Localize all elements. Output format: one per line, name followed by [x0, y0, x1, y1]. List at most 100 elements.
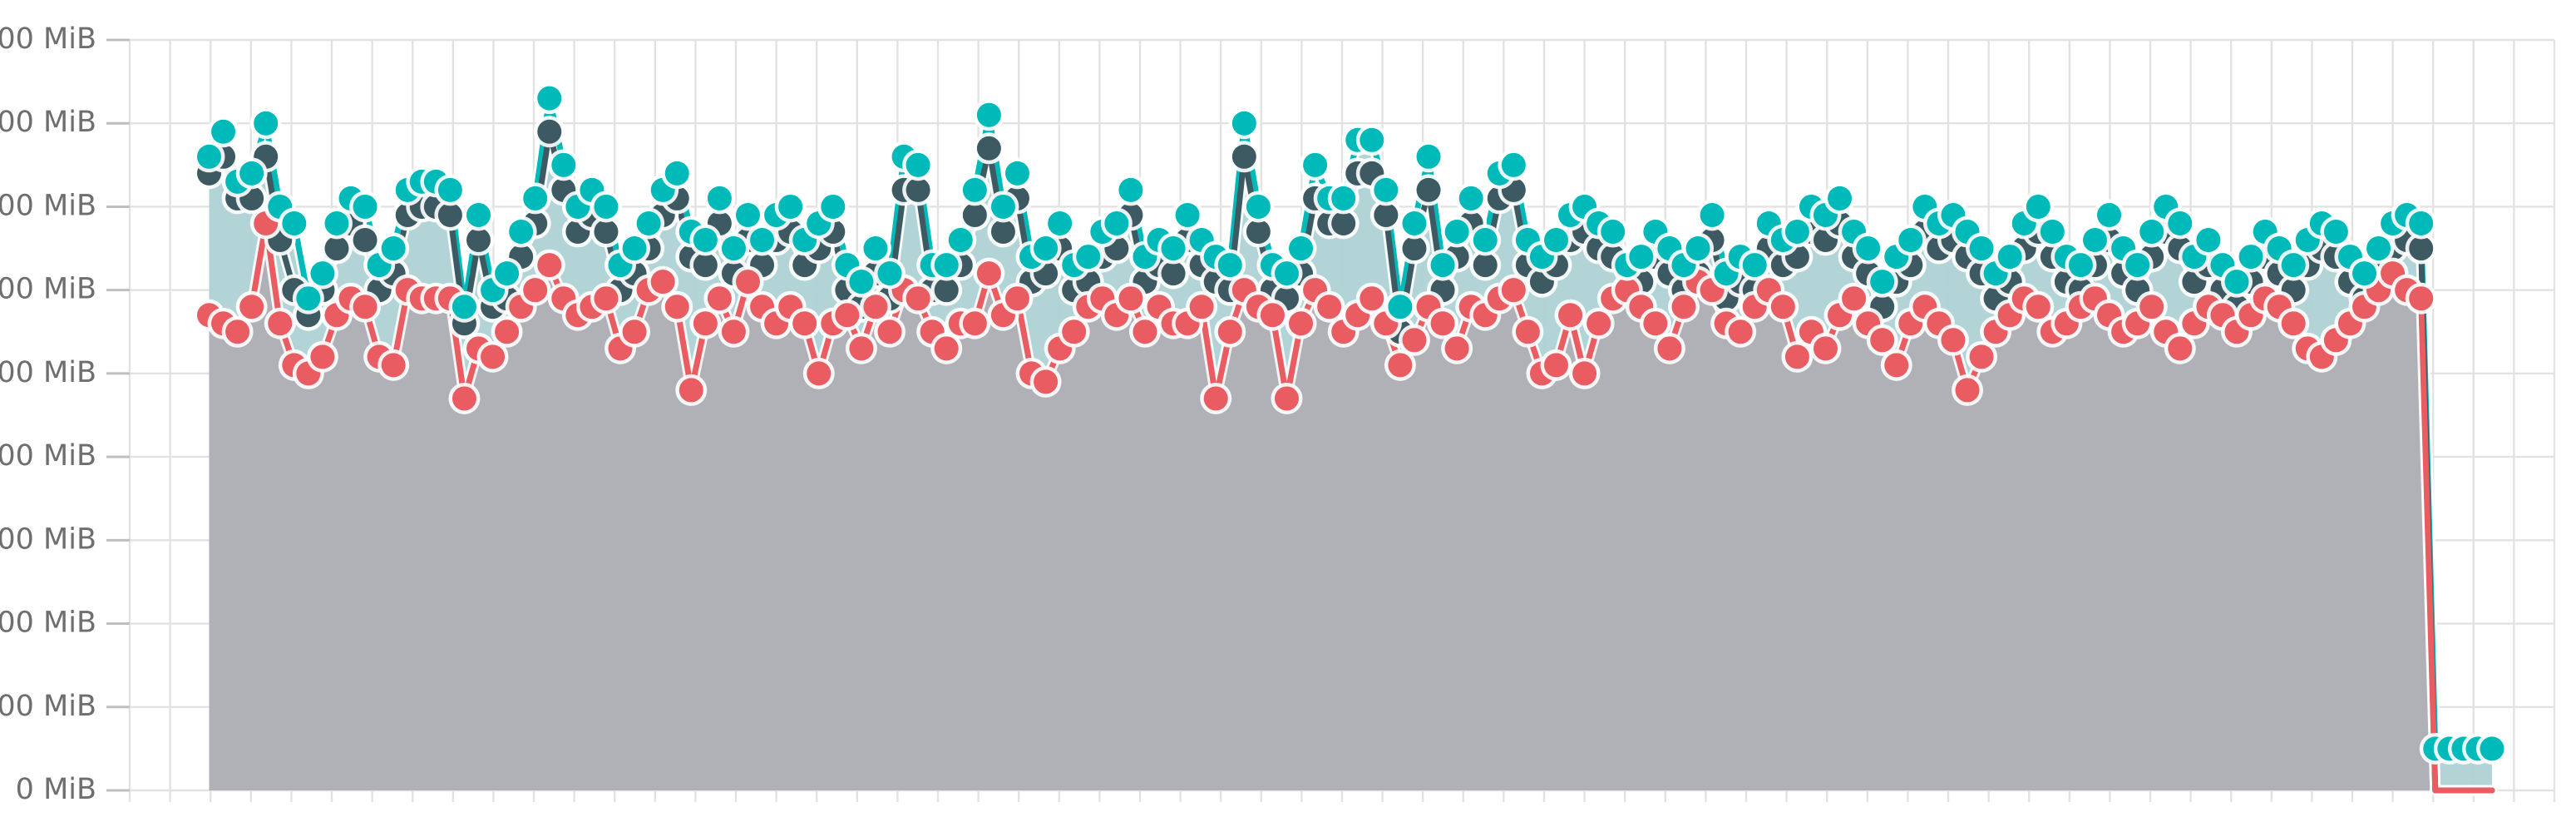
data-point-teal-upper[interactable] — [2224, 270, 2249, 295]
data-point-red-used[interactable] — [1955, 378, 1980, 403]
data-point-teal-upper[interactable] — [523, 186, 548, 210]
data-point-teal-upper[interactable] — [1601, 220, 1626, 245]
data-point-red-used[interactable] — [1657, 336, 1682, 361]
data-point-red-used[interactable] — [1062, 319, 1087, 344]
data-point-red-used[interactable] — [1813, 336, 1838, 361]
data-point-red-used[interactable] — [906, 286, 930, 311]
data-point-teal-upper[interactable] — [211, 119, 236, 144]
data-point-teal-upper[interactable] — [1700, 202, 1725, 227]
data-point-teal-upper[interactable] — [622, 236, 647, 261]
data-point-red-used[interactable] — [1770, 295, 1795, 319]
data-point-red-used[interactable] — [2281, 311, 2306, 336]
data-point-red-used[interactable] — [1558, 303, 1583, 328]
data-point-red-used[interactable] — [735, 270, 760, 295]
data-point-teal-upper[interactable] — [282, 210, 307, 235]
data-point-red-used[interactable] — [650, 270, 675, 295]
data-point-teal-upper[interactable] — [1118, 177, 1143, 202]
data-point-red-used[interactable] — [239, 295, 264, 319]
data-point-slate-mid[interactable] — [1374, 202, 1399, 227]
data-point-slate-mid[interactable] — [1231, 144, 1256, 169]
data-point-red-used[interactable] — [1317, 295, 1342, 319]
data-point-teal-upper[interactable] — [1034, 236, 1059, 261]
data-point-teal-upper[interactable] — [1274, 261, 1299, 286]
data-point-teal-upper[interactable] — [551, 152, 576, 177]
data-point-teal-upper[interactable] — [381, 236, 406, 261]
data-point-slate-mid[interactable] — [353, 228, 378, 253]
data-point-red-used[interactable] — [495, 319, 520, 344]
data-point-teal-upper[interactable] — [877, 261, 902, 286]
data-point-teal-upper[interactable] — [664, 161, 689, 186]
data-point-teal-upper[interactable] — [1246, 194, 1271, 219]
data-point-teal-upper[interactable] — [906, 152, 930, 177]
series-markers[interactable] — [193, 82, 2508, 765]
data-point-teal-upper[interactable] — [1076, 245, 1101, 270]
data-point-red-used[interactable] — [1842, 286, 1867, 311]
data-point-teal-upper[interactable] — [976, 102, 1001, 127]
data-point-red-used[interactable] — [1884, 353, 1909, 378]
data-point-teal-upper[interactable] — [310, 261, 335, 286]
data-point-red-used[interactable] — [1501, 278, 1526, 303]
data-point-teal-upper[interactable] — [2026, 194, 2050, 219]
data-point-red-used[interactable] — [1430, 311, 1455, 336]
data-point-red-used[interactable] — [664, 295, 689, 319]
data-point-red-used[interactable] — [1274, 386, 1299, 411]
data-point-red-used[interactable] — [523, 278, 548, 303]
data-point-teal-upper[interactable] — [1997, 245, 2022, 270]
data-point-teal-upper[interactable] — [594, 194, 619, 219]
data-point-teal-upper[interactable] — [2139, 220, 2164, 245]
data-point-teal-upper[interactable] — [849, 270, 874, 295]
data-point-slate-mid[interactable] — [594, 220, 619, 245]
data-point-teal-upper[interactable] — [2168, 210, 2193, 235]
data-point-teal-upper[interactable] — [1629, 245, 1654, 270]
data-point-teal-upper[interactable] — [1458, 186, 1483, 210]
data-point-red-used[interactable] — [1969, 344, 1994, 369]
data-point-red-used[interactable] — [962, 311, 987, 336]
data-point-red-used[interactable] — [537, 253, 562, 278]
data-point-teal-upper[interactable] — [1303, 152, 1328, 177]
data-point-red-used[interactable] — [934, 336, 959, 361]
data-point-teal-upper[interactable] — [324, 210, 349, 235]
data-point-teal-upper[interactable] — [821, 194, 846, 219]
data-point-teal-upper[interactable] — [735, 202, 760, 227]
data-point-red-used[interactable] — [693, 311, 718, 336]
data-point-red-used[interactable] — [1444, 336, 1469, 361]
data-point-red-used[interactable] — [1034, 369, 1059, 394]
data-point-slate-mid[interactable] — [962, 202, 987, 227]
data-point-teal-upper[interactable] — [693, 228, 718, 253]
data-point-teal-upper[interactable] — [1685, 236, 1710, 261]
data-point-teal-upper[interactable] — [948, 228, 973, 253]
data-point-teal-upper[interactable] — [1543, 228, 1568, 253]
data-point-red-used[interactable] — [1643, 311, 1668, 336]
data-point-slate-mid[interactable] — [693, 253, 718, 278]
data-point-red-used[interactable] — [1260, 303, 1285, 328]
data-point-teal-upper[interactable] — [509, 220, 534, 245]
data-point-red-used[interactable] — [225, 319, 250, 344]
data-point-red-used[interactable] — [877, 319, 902, 344]
data-point-red-used[interactable] — [2168, 336, 2193, 361]
data-point-slate-mid[interactable] — [437, 202, 462, 227]
data-point-teal-upper[interactable] — [1969, 236, 1994, 261]
data-point-teal-upper[interactable] — [1388, 295, 1413, 319]
data-point-red-used[interactable] — [1118, 286, 1143, 311]
data-point-teal-upper[interactable] — [537, 86, 562, 111]
data-point-red-used[interactable] — [835, 303, 860, 328]
data-point-teal-upper[interactable] — [2351, 261, 2376, 286]
data-point-teal-upper[interactable] — [2125, 253, 2150, 278]
data-point-red-used[interactable] — [1217, 319, 1242, 344]
data-point-red-used[interactable] — [594, 286, 619, 311]
data-point-teal-upper[interactable] — [1430, 253, 1455, 278]
data-point-teal-upper[interactable] — [2480, 736, 2504, 761]
data-point-slate-mid[interactable] — [934, 278, 959, 303]
data-point-teal-upper[interactable] — [196, 144, 221, 169]
data-point-slate-mid[interactable] — [1246, 220, 1271, 245]
data-point-red-used[interactable] — [1515, 319, 1540, 344]
data-point-slate-mid[interactable] — [466, 228, 491, 253]
data-point-teal-upper[interactable] — [750, 228, 775, 253]
data-point-teal-upper[interactable] — [239, 161, 264, 186]
data-point-slate-mid[interactable] — [537, 119, 562, 144]
data-point-teal-upper[interactable] — [2238, 245, 2263, 270]
data-point-red-used[interactable] — [353, 295, 378, 319]
data-point-red-used[interactable] — [622, 319, 647, 344]
data-point-red-used[interactable] — [1941, 328, 1966, 353]
data-point-teal-upper[interactable] — [1231, 111, 1256, 136]
